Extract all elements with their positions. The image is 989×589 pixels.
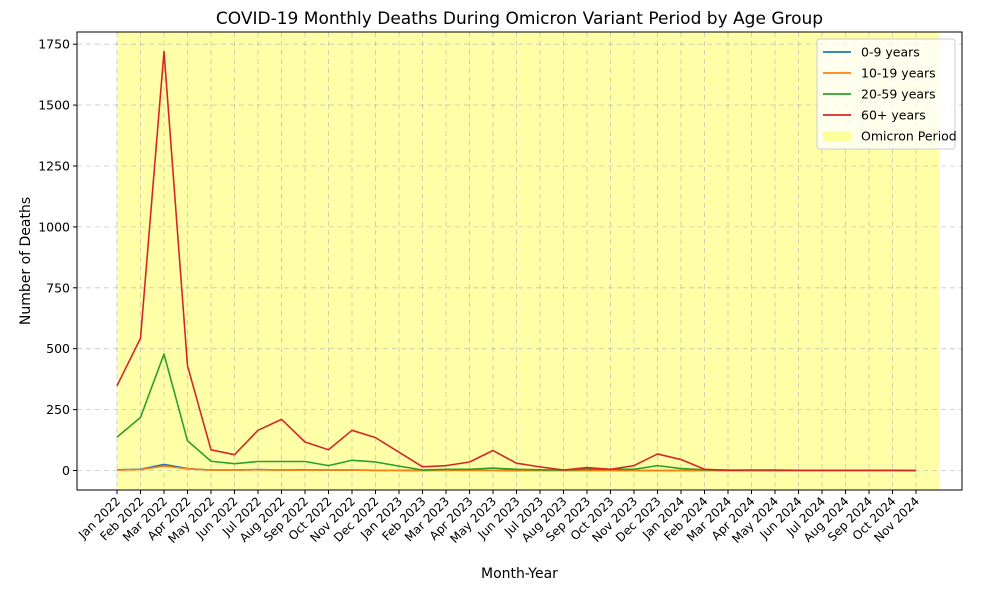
y-tick-label: 250 (46, 402, 70, 417)
grid-layer (77, 32, 962, 490)
legend-label-2: 10-19 years (861, 66, 936, 81)
legend: 0-9 years 10-19 years 20-59 years 60+ years… (816, 38, 957, 150)
legend-box (816, 38, 956, 150)
y-tick-label: 0 (62, 463, 70, 478)
legend-label-omicron: Omicron Period (861, 129, 957, 144)
y-tick-label: 1500 (38, 98, 70, 113)
y-tick-label: 500 (46, 341, 70, 356)
legend-label-4: 60+ years (861, 108, 926, 123)
plot-frame (76, 31, 963, 491)
x-axis-label: Month-Year (481, 566, 558, 582)
series-line-4 (116, 50, 917, 472)
chart-title: COVID-19 Monthly Deaths During Omicron V… (216, 9, 823, 29)
legend-swatch-omicron (823, 131, 851, 141)
y-axis-label: Number of Deaths (18, 197, 34, 325)
y-tick-label: 1000 (38, 219, 70, 234)
omicron-period-span (117, 32, 940, 490)
y-tick-label: 1250 (38, 158, 70, 173)
omicron-span-layer (117, 32, 940, 490)
y-axis-ticks: 0 250 500 750 1000 1250 1500 1750 (38, 37, 77, 478)
y-tick-label: 750 (46, 280, 70, 295)
series-layer (116, 50, 917, 472)
legend-label-1: 0-9 years (861, 45, 920, 60)
y-tick-label: 1750 (38, 37, 70, 52)
legend-label-3: 20-59 years (861, 87, 936, 102)
